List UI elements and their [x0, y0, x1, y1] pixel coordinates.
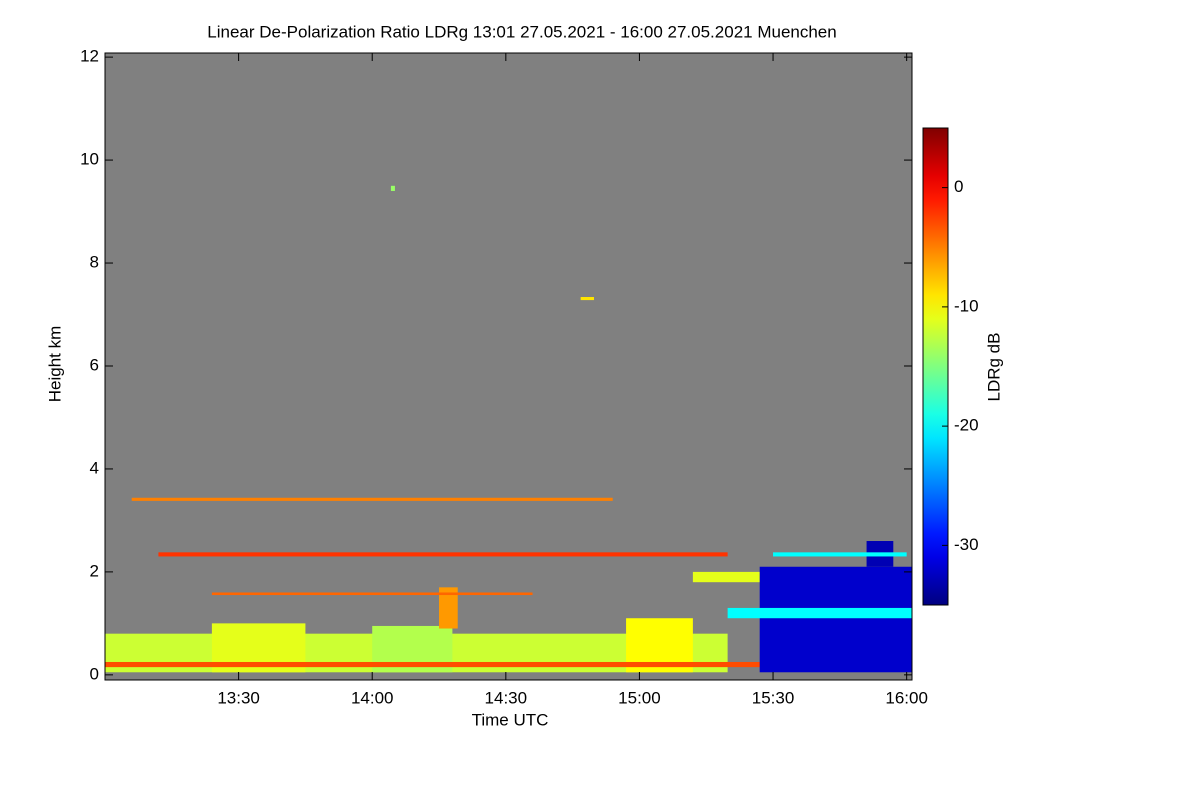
y-tick-label: 10 — [80, 150, 99, 169]
x-tick-label: 15:00 — [618, 688, 661, 707]
cell — [105, 661, 774, 668]
x-tick-label: 14:00 — [351, 688, 394, 707]
x-tick-label: 13:30 — [217, 688, 260, 707]
y-tick-label: 2 — [90, 561, 99, 580]
chart-title: Linear De-Polarization Ratio LDRg 13:01 … — [207, 22, 836, 41]
y-tick-label: 0 — [90, 664, 99, 683]
colorbar-tick-label: -10 — [954, 296, 979, 315]
colorbar-tick-label: -20 — [954, 416, 979, 435]
cell — [759, 566, 912, 673]
y-tick-label: 8 — [90, 253, 99, 272]
y-tick-label: 4 — [90, 458, 99, 477]
x-tick-label: 14:30 — [485, 688, 528, 707]
x-tick-label: 15:30 — [752, 688, 795, 707]
cell — [439, 587, 458, 629]
y-tick-label: 6 — [90, 355, 99, 374]
colorbar-tick-label: -30 — [954, 535, 979, 554]
cell — [773, 552, 907, 557]
x-axis-label: Time UTC — [472, 710, 549, 729]
colorbar — [922, 127, 949, 606]
y-axis-label: Height km — [45, 326, 64, 403]
cell — [390, 185, 395, 191]
cell — [727, 607, 912, 619]
x-tick-label: 16:00 — [885, 688, 928, 707]
y-tick-label: 12 — [80, 47, 99, 66]
colorbar-label: LDRg dB — [984, 333, 1003, 402]
cell — [131, 497, 613, 501]
colorbar-tick-label: 0 — [954, 177, 963, 196]
plot-frame — [104, 52, 913, 681]
cell — [692, 571, 774, 583]
cell — [158, 552, 728, 557]
cell — [211, 592, 533, 596]
cell — [580, 297, 595, 301]
